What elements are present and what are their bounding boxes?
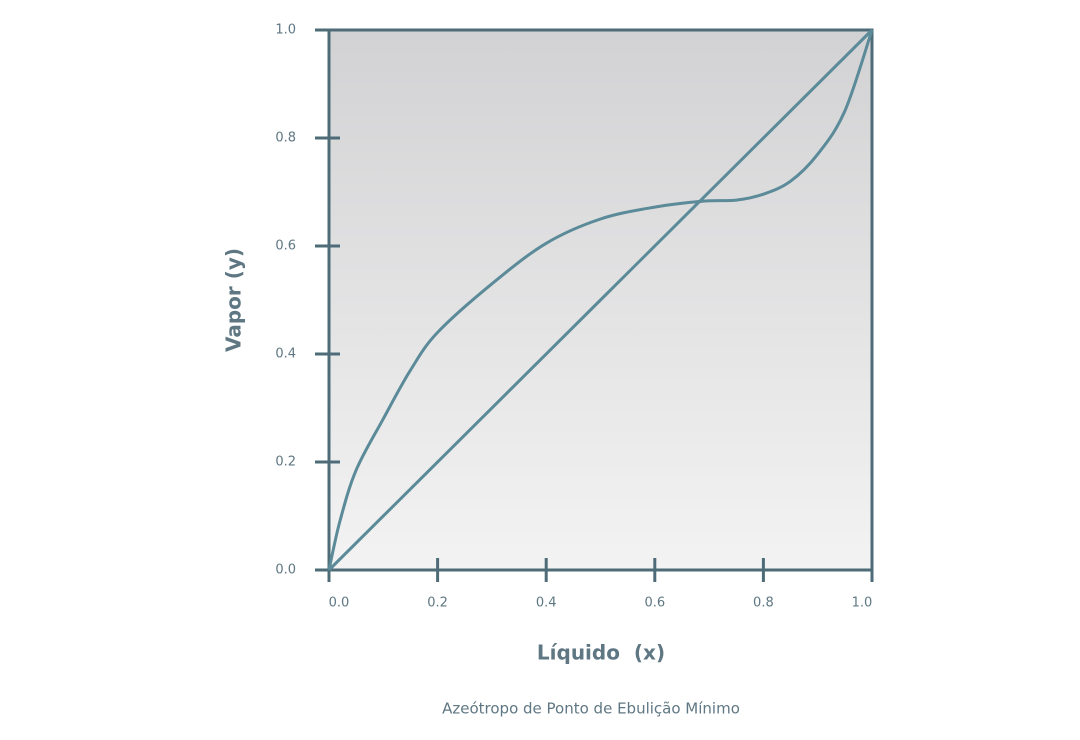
x-tick-label: 0.4 xyxy=(536,596,557,611)
x-tick-label: 0.2 xyxy=(427,596,448,611)
y-axis-label: Vapor (y) xyxy=(222,248,246,352)
line-series xyxy=(327,28,874,572)
plot-frame xyxy=(327,28,874,572)
y-tick-label: 0.0 xyxy=(275,563,296,578)
y-tick-label: 0.6 xyxy=(275,239,296,254)
y-tick-label: 0.4 xyxy=(275,347,296,362)
line-series xyxy=(327,29,874,571)
y-tick-label: 0.8 xyxy=(275,131,296,146)
y-tick-label: 0.2 xyxy=(275,455,296,470)
y-tick-label: 1.0 xyxy=(275,23,296,38)
x-tick-label: 1.0 xyxy=(852,596,873,611)
caption: Azeótropo de Ponto de Ebulição Mínimo xyxy=(442,700,740,718)
x-tick-label: 0.6 xyxy=(644,596,665,611)
x-axis-label: Líquido (x) xyxy=(537,641,665,665)
x-tick-label: 0.8 xyxy=(753,596,774,611)
x-tick-label: 0.0 xyxy=(329,596,350,611)
